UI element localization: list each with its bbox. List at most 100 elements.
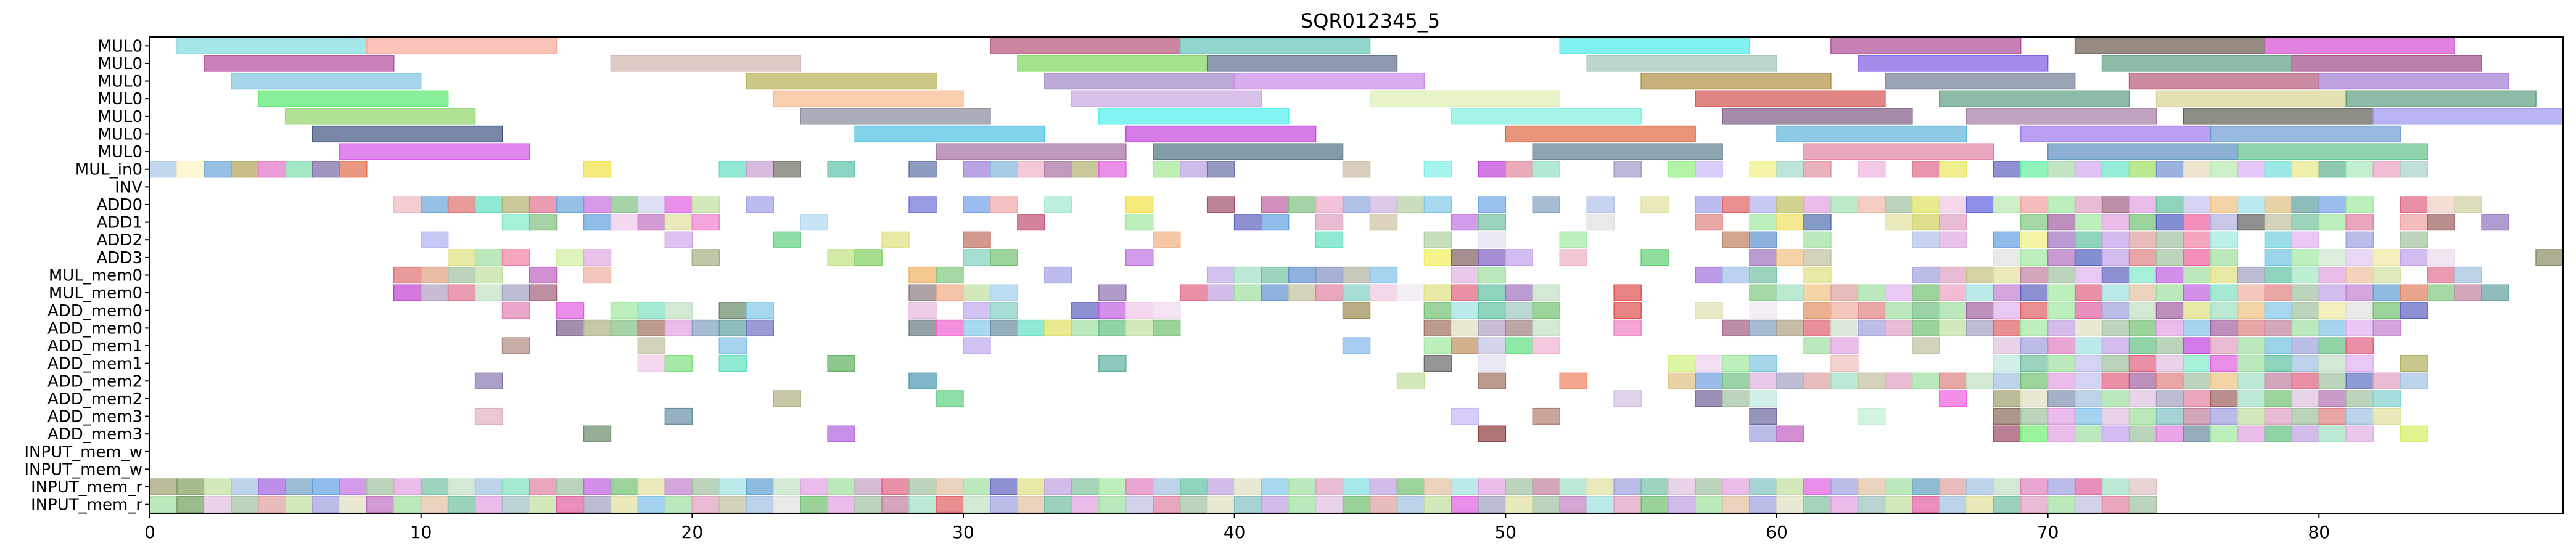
bar-INPUT_mem_r-68: [1993, 478, 2022, 495]
bar-ADD3-32: [2345, 249, 2374, 266]
bar-ADD0-56: [2427, 196, 2455, 213]
bar-ADD_mem2-10: [1803, 372, 1832, 389]
bar-MUL_mem0-14: [1342, 266, 1371, 284]
bar-ADD3-24: [2101, 249, 2130, 266]
bar-MUL0-6: [2210, 125, 2401, 143]
bar-ADD1-13: [1369, 213, 1398, 231]
bar-MUL_mem0-8: [1044, 266, 1072, 284]
bar-ADD_mem0-31: [2020, 302, 2049, 319]
bar-MUL0-6: [2183, 108, 2374, 125]
y-tick-label: ADD_mem1: [47, 337, 142, 356]
bar-MUL_in0-29: [1668, 161, 1696, 178]
bar-ADD3-31: [2318, 249, 2347, 266]
bar-ADD_mem3-12: [2183, 425, 2212, 442]
bar-ADD2-0: [420, 231, 449, 248]
bar-ADD_mem2-29: [2318, 372, 2347, 389]
bar-INPUT_mem_r-73: [2128, 478, 2157, 495]
bar-MUL_in0-1: [176, 161, 205, 178]
bar-INPUT_mem_r-42: [1288, 478, 1317, 495]
bar-MUL_mem0-43: [2210, 284, 2239, 301]
bar-INPUT_mem_r-46: [1396, 478, 1425, 495]
bar-ADD_mem0-18: [1423, 319, 1452, 337]
bar-INPUT_mem_r-65: [1912, 496, 1940, 513]
bar-INPUT_mem_r-28: [908, 496, 937, 513]
bar-INPUT_mem_r-67: [1965, 496, 1994, 513]
bar-ADD_mem1-17: [2128, 355, 2157, 372]
bar-INPUT_mem_r-15: [556, 496, 585, 513]
bar-INPUT_mem_r-70: [2047, 478, 2076, 495]
bar-MUL_in0-11: [773, 161, 801, 178]
bar-MUL_in0-32: [1776, 161, 1804, 178]
bar-ADD_mem2-13: [2155, 390, 2184, 407]
bar-MUL_mem0-15: [1288, 284, 1317, 301]
bar-MUL0-4: [1559, 37, 1750, 54]
bar-ADD1-18: [1749, 213, 1777, 231]
bar-MUL0-5: [2020, 125, 2212, 143]
bar-INPUT_mem_r-25: [827, 496, 855, 513]
bar-ADD_mem0-29: [1858, 319, 1886, 337]
bar-INPUT_mem_r-25: [827, 478, 855, 495]
bar-INPUT_mem_r-22: [746, 478, 774, 495]
bar-ADD_mem0-35: [2128, 302, 2157, 319]
bar-ADD_mem0-1: [583, 319, 612, 337]
bar-INPUT_mem_r-56: [1668, 496, 1696, 513]
y-tick-label: ADD3: [97, 249, 142, 267]
bar-ADD_mem0-21: [1695, 302, 1723, 319]
bar-ADD3-14: [1505, 249, 1534, 266]
bar-INPUT_mem_r-6: [312, 478, 340, 495]
bar-INPUT_mem_r-37: [1153, 478, 1181, 495]
bar-ADD0-7: [583, 196, 612, 213]
bar-ADD0-38: [1912, 196, 1940, 213]
bar-ADD_mem0-36: [2155, 302, 2184, 319]
bar-MUL0-7: [2291, 55, 2482, 72]
bar-INPUT_mem_r-33: [1044, 478, 1072, 495]
y-tick-label: ADD_mem2: [47, 390, 142, 409]
bar-ADD2-13: [1912, 231, 1940, 248]
bar-MUL_in0-36: [1939, 161, 1967, 178]
bar-MUL0-0: [312, 125, 503, 143]
bar-ADD_mem3-4: [1776, 425, 1804, 442]
bar-ADD_mem3-6: [2020, 425, 2049, 442]
bar-INPUT_mem_r-60: [1776, 478, 1804, 495]
bar-ADD_mem0-12: [1125, 302, 1154, 319]
bar-ADD2-22: [2183, 231, 2212, 248]
bar-ADD0-40: [1965, 196, 1994, 213]
bar-ADD_mem2-11: [1830, 372, 1859, 389]
bar-ADD_mem3-2: [1451, 407, 1479, 425]
bar-MUL_mem0-38: [2345, 266, 2374, 284]
bar-MUL_in0-47: [2264, 161, 2293, 178]
bar-MUL_in0-21: [1179, 161, 1208, 178]
bar-ADD_mem0-20: [1478, 319, 1507, 337]
bar-ADD_mem1-13: [1993, 337, 2022, 354]
bar-MUL_mem0-35: [2264, 266, 2293, 284]
bar-INPUT_mem_r-21: [718, 496, 747, 513]
x-tick-label: 70: [2037, 522, 2059, 542]
bar-MUL_in0-46: [2237, 161, 2266, 178]
bar-ADD3-1: [474, 249, 503, 266]
bar-ADD_mem1-14: [2047, 355, 2076, 372]
bar-ADD_mem1-0: [637, 355, 666, 372]
bar-INPUT_mem_r-62: [1830, 496, 1859, 513]
bar-MUL_mem0-9: [1206, 266, 1235, 284]
bar-ADD1-3: [610, 213, 639, 231]
bar-INPUT_mem_r-22: [746, 496, 774, 513]
bar-MUL_mem0-7: [936, 266, 964, 284]
bar-MUL_in0-5: [285, 161, 313, 178]
bar-ADD_mem0-10: [1071, 302, 1100, 319]
bar-ADD2-12: [1803, 231, 1832, 248]
bar-ADD3-0: [447, 249, 476, 266]
bar-ADD3-35: [2427, 249, 2455, 266]
bar-MUL_mem0-6: [908, 284, 937, 301]
bar-ADD_mem0-39: [2237, 302, 2266, 319]
bar-ADD1-20: [1803, 213, 1832, 231]
bar-MUL0-0: [258, 90, 449, 107]
bar-ADD2-16: [2020, 231, 2049, 248]
y-tick-label: MUL_mem0: [49, 284, 142, 303]
bar-ADD_mem0-5: [718, 302, 747, 319]
bar-ADD1-12: [1315, 213, 1344, 231]
bar-ADD_mem1-22: [2264, 355, 2293, 372]
bar-ADD0-9: [637, 196, 666, 213]
bar-ADD_mem0-44: [2372, 302, 2401, 319]
bar-MUL_mem0-8: [963, 284, 991, 301]
bar-ADD2-21: [2155, 231, 2184, 248]
